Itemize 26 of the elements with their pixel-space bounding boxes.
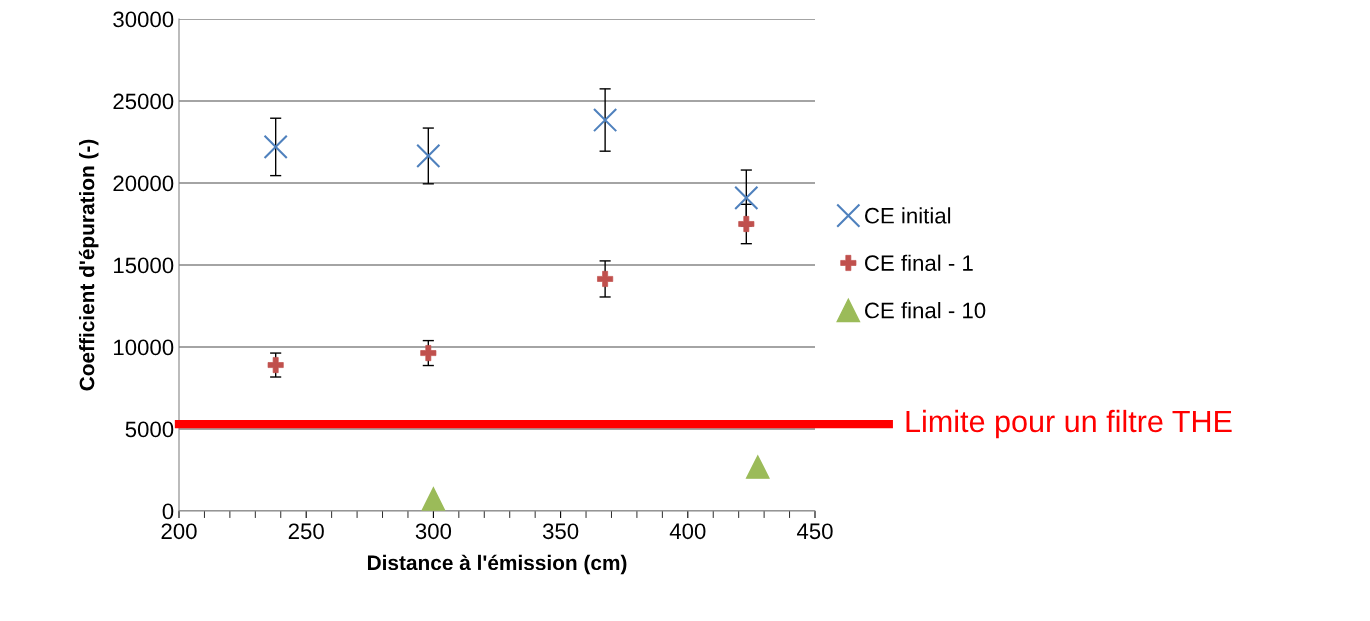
ref-line-label: Limite pour un filtre THE [906,409,1232,439]
y-axis-title: Coefficient d'épuration (-) [78,139,99,391]
x-tick-label: 250 [288,523,324,540]
point [416,143,441,169]
x-tick-label: 200 [161,523,197,540]
point [734,185,759,211]
legend-label: CE final - 10 [865,302,986,319]
y-tick-label: 10000 [114,339,174,356]
point [263,134,288,160]
point [421,487,446,511]
x-tick-label: 350 [542,523,579,540]
y-tick-label: 5000 [125,421,174,438]
y-tick-label: 15000 [114,257,174,274]
legend-label: CE initial [865,207,951,224]
x-tick-label: 400 [669,523,706,540]
y-tick-label: 20000 [113,175,174,192]
legend-label: CE final - 1 [865,254,973,271]
point [738,216,755,232]
point [745,455,770,479]
x-axis-title: Distance à l'émission (cm) [367,554,627,575]
x-tick-label: 300 [415,523,452,540]
point [592,107,618,133]
y-tick-label: 0 [162,503,174,520]
y-tick-label: 30000 [113,11,174,28]
y-tick-label: 25000 [113,93,174,110]
x-tick-label: 450 [796,523,833,540]
